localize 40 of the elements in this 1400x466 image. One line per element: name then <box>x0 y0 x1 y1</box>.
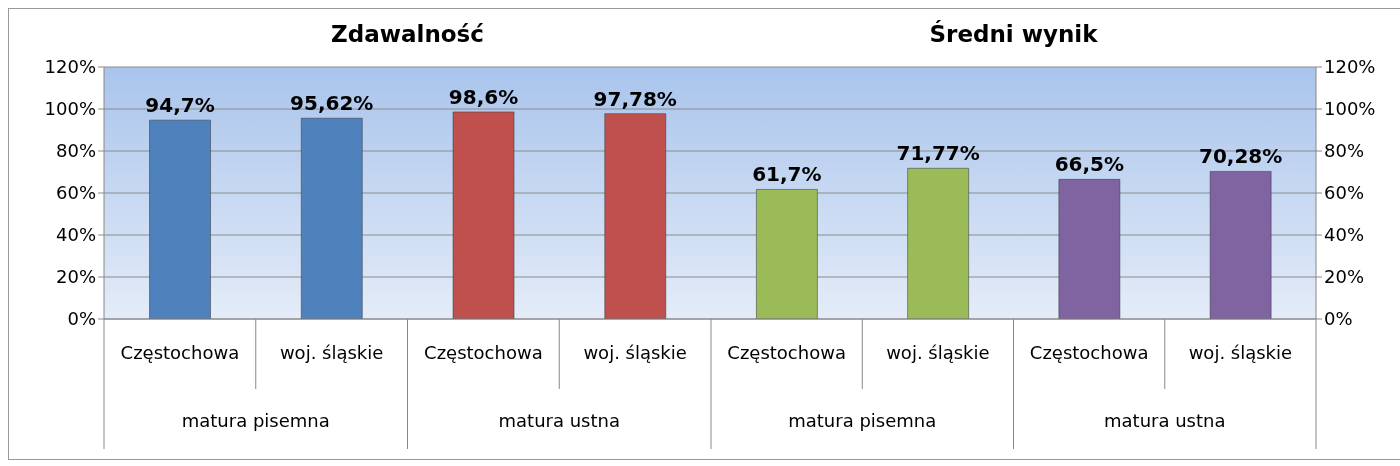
y-tick-label: 40% <box>1324 224 1365 246</box>
y-tick-label: 80% <box>1324 140 1365 162</box>
x-tick-label: woj. śląskie <box>886 342 990 363</box>
y-tick-label: 100% <box>1324 98 1376 120</box>
y-tick-label: 60% <box>1324 182 1365 204</box>
x-tick-label: woj. śląskie <box>279 342 384 363</box>
data-label: 97,78% <box>593 86 677 111</box>
data-label: 94,7% <box>145 93 215 118</box>
x-tick-label: Częstochowa <box>1029 342 1149 363</box>
y-tick-label: 120% <box>44 56 96 78</box>
data-label: 61,7% <box>752 162 822 187</box>
data-label: 98,6% <box>448 84 519 109</box>
x-tick-label: woj. śląskie <box>583 342 687 363</box>
chart-title: Zdawalność <box>330 20 485 49</box>
y-tick-label: 0% <box>1324 308 1353 330</box>
text: matura pisemna <box>788 410 937 431</box>
data-label: 71,77% <box>896 141 980 166</box>
y-tick-label: 80% <box>55 140 96 162</box>
y-tick-label: 100% <box>44 98 96 120</box>
data-label: 95,62% <box>290 91 374 116</box>
y-tick-label: 20% <box>1324 266 1365 288</box>
data-label: 70,28% <box>1198 144 1283 169</box>
text: matura ustna <box>498 410 620 431</box>
bar <box>907 168 969 319</box>
text: matura ustna <box>1104 410 1226 431</box>
data-label: 66,5% <box>1054 152 1125 177</box>
y-tick-label: 20% <box>55 266 96 288</box>
y-tick-label: 120% <box>1324 56 1376 78</box>
x-tick-label: Częstochowa <box>424 342 543 363</box>
y-tick-label: 40% <box>55 224 96 246</box>
bar <box>756 189 818 319</box>
x-tick-label: Częstochowa <box>727 342 846 363</box>
y-tick-label: 60% <box>55 182 96 204</box>
text: matura pisemna <box>181 410 330 431</box>
x-tick-label: woj. śląskie <box>1188 342 1293 363</box>
chart-title: Średni wynik <box>928 19 1099 49</box>
bar <box>1209 171 1272 319</box>
bar <box>1058 179 1121 319</box>
y-tick-label: 0% <box>67 308 96 330</box>
x-tick-label: Częstochowa <box>120 342 240 363</box>
